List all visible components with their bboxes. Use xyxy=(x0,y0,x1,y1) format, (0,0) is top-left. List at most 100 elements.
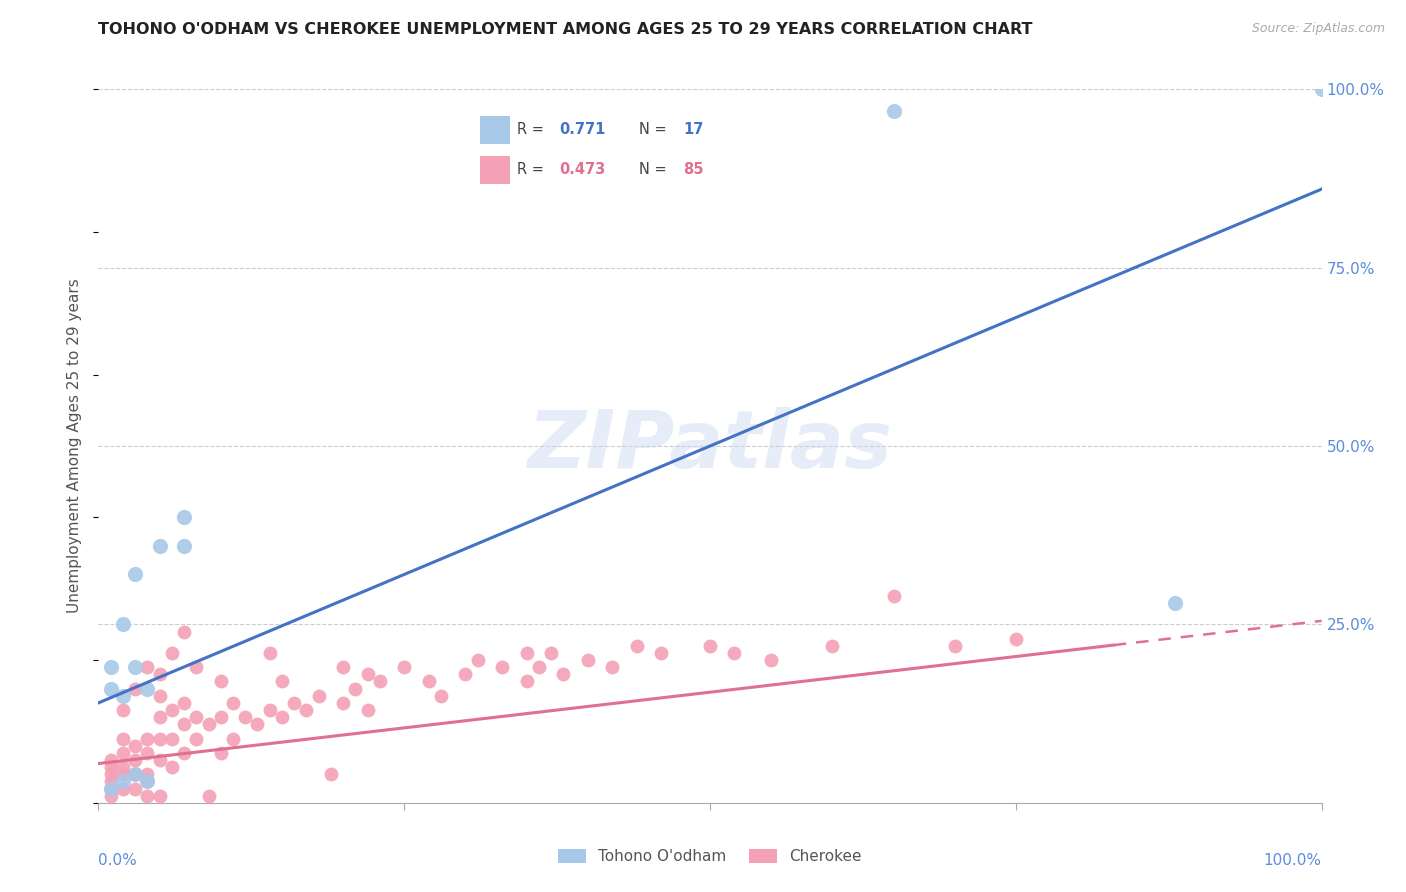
Point xyxy=(100,781,122,796)
Point xyxy=(527,660,550,674)
Text: 17: 17 xyxy=(683,122,703,137)
Point xyxy=(111,746,134,760)
Point xyxy=(186,660,208,674)
Point xyxy=(186,710,208,724)
Point xyxy=(1164,596,1187,610)
Point xyxy=(392,660,416,674)
Point xyxy=(111,760,134,774)
Point xyxy=(136,660,159,674)
Point xyxy=(100,681,122,696)
Point xyxy=(283,696,305,710)
Point xyxy=(173,539,195,553)
Point xyxy=(295,703,318,717)
Bar xyxy=(481,156,509,184)
Point xyxy=(124,767,146,781)
Point xyxy=(626,639,648,653)
Point xyxy=(197,789,219,803)
Point xyxy=(883,589,905,603)
Point xyxy=(160,646,183,660)
Point xyxy=(332,696,354,710)
Point xyxy=(149,731,172,746)
Point xyxy=(222,731,245,746)
Point xyxy=(430,689,453,703)
Point xyxy=(160,731,183,746)
Point xyxy=(100,760,122,774)
Point xyxy=(515,674,537,689)
Point xyxy=(233,710,256,724)
Point xyxy=(124,767,146,781)
Point xyxy=(467,653,489,667)
Point xyxy=(723,646,745,660)
Point xyxy=(100,753,122,767)
Point xyxy=(100,660,122,674)
Text: 0.0%: 0.0% xyxy=(98,853,138,868)
Point xyxy=(136,681,159,696)
Text: TOHONO O'ODHAM VS CHEROKEE UNEMPLOYMENT AMONG AGES 25 TO 29 YEARS CORRELATION CH: TOHONO O'ODHAM VS CHEROKEE UNEMPLOYMENT … xyxy=(98,22,1033,37)
Y-axis label: Unemployment Among Ages 25 to 29 years: Unemployment Among Ages 25 to 29 years xyxy=(67,278,83,614)
Point xyxy=(173,510,195,524)
Point xyxy=(600,660,623,674)
Point xyxy=(124,660,146,674)
Point xyxy=(136,774,159,789)
Point xyxy=(650,646,672,660)
Legend: Tohono O'odham, Cherokee: Tohono O'odham, Cherokee xyxy=(553,843,868,870)
Point xyxy=(100,781,122,796)
Point xyxy=(356,667,378,681)
Point xyxy=(270,710,294,724)
Bar xyxy=(481,116,509,144)
Point xyxy=(209,710,232,724)
Text: ZIPatlas: ZIPatlas xyxy=(527,407,893,485)
Point xyxy=(454,667,477,681)
Point xyxy=(149,689,172,703)
Text: N =: N = xyxy=(638,162,671,178)
Point xyxy=(100,767,122,781)
Text: N =: N = xyxy=(638,122,671,137)
Point xyxy=(332,660,354,674)
Point xyxy=(270,674,294,689)
Point xyxy=(761,653,783,667)
Text: 100.0%: 100.0% xyxy=(1264,853,1322,868)
Point xyxy=(111,781,134,796)
Point xyxy=(136,789,159,803)
Point xyxy=(319,767,342,781)
Point xyxy=(124,567,146,582)
Point xyxy=(344,681,367,696)
Point xyxy=(149,667,172,681)
Text: 85: 85 xyxy=(683,162,703,178)
Point xyxy=(149,539,172,553)
Point xyxy=(356,703,378,717)
Point xyxy=(515,646,537,660)
Point xyxy=(111,731,134,746)
Text: Source: ZipAtlas.com: Source: ZipAtlas.com xyxy=(1251,22,1385,36)
Point xyxy=(173,717,195,731)
Point xyxy=(149,753,172,767)
Point xyxy=(136,731,159,746)
Point xyxy=(160,703,183,717)
Point xyxy=(491,660,513,674)
Point xyxy=(136,746,159,760)
Point xyxy=(124,739,146,753)
Point xyxy=(418,674,440,689)
Point xyxy=(186,731,208,746)
Point xyxy=(124,781,146,796)
Point xyxy=(173,696,195,710)
Point xyxy=(111,703,134,717)
Point xyxy=(111,767,134,781)
Point xyxy=(209,746,232,760)
Text: R =: R = xyxy=(517,162,548,178)
Point xyxy=(197,717,219,731)
Point xyxy=(821,639,844,653)
Point xyxy=(124,753,146,767)
Point xyxy=(136,774,159,789)
Point xyxy=(1310,82,1333,96)
Point xyxy=(699,639,721,653)
Text: R =: R = xyxy=(517,122,548,137)
Point xyxy=(259,703,281,717)
Point xyxy=(100,774,122,789)
Point xyxy=(111,617,134,632)
Point xyxy=(883,103,905,118)
Point xyxy=(368,674,391,689)
Point xyxy=(1004,632,1026,646)
Point xyxy=(124,681,146,696)
Point xyxy=(540,646,562,660)
